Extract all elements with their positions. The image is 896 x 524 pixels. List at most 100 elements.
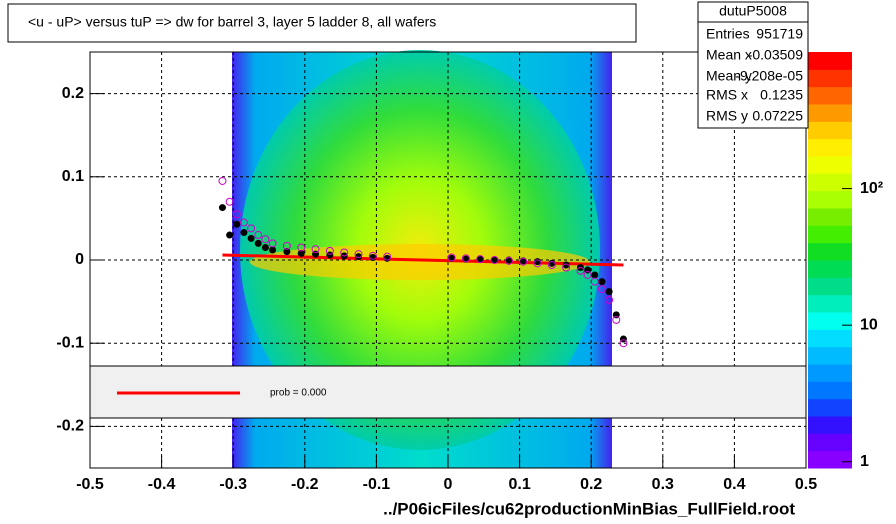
data-point [232, 210, 241, 219]
stats-name: dutuP5008 [719, 3, 787, 19]
color-bar-cell [808, 242, 852, 261]
color-bar-cell [808, 277, 852, 296]
data-point [619, 339, 628, 348]
color-bar-cell [808, 69, 852, 88]
data-point [283, 248, 291, 256]
data-point [326, 251, 334, 259]
data-point [605, 295, 614, 304]
data-point [504, 256, 513, 265]
data-point [297, 243, 306, 252]
color-bar-cell [808, 312, 852, 330]
color-bar-cell [808, 104, 852, 122]
data-point [239, 218, 248, 227]
data-point [247, 234, 255, 242]
data-point [240, 229, 248, 237]
stats-value: -0.03509 [748, 47, 803, 63]
data-point [218, 176, 227, 185]
color-bar-cell [808, 416, 852, 434]
stats-label: RMS x [706, 87, 748, 103]
stats-box [697, 1, 809, 129]
data-point [598, 278, 606, 286]
color-bar-cell [808, 433, 852, 452]
color-bar-cell [808, 52, 852, 70]
data-point [218, 204, 226, 212]
y-tick-label: 0 [75, 251, 84, 268]
data-point [619, 335, 627, 343]
color-bar-cell [808, 156, 852, 174]
data-point [254, 239, 262, 247]
stats-value: 951719 [756, 26, 803, 42]
color-bar-cell [808, 138, 852, 157]
data-point [476, 255, 484, 263]
z-tick-label: 10 [860, 316, 878, 333]
x-tick-label: -0.1 [363, 476, 391, 493]
y-tick-label: 0.2 [62, 85, 84, 102]
color-bar-cell [808, 86, 852, 105]
stats-label: Entries [706, 26, 750, 42]
data-point [354, 250, 363, 259]
data-point [612, 315, 621, 324]
footer: ../P06icFiles/cu62productionMinBias_Full… [383, 499, 795, 518]
color-bar-cell [808, 364, 852, 382]
data-point [383, 252, 392, 261]
legend-text: prob = 0.000 [270, 388, 327, 399]
data-point [269, 246, 277, 254]
x-tick-label: 0.4 [723, 476, 745, 493]
z-tick-label: 10² [860, 180, 883, 197]
y-tick-label: -0.1 [56, 334, 84, 351]
color-bar-cell [808, 294, 852, 313]
data-point [447, 253, 456, 262]
x-tick-label: 0 [444, 476, 453, 493]
data-point [311, 245, 320, 254]
x-tick-label: 0.2 [580, 476, 602, 493]
data-point [325, 246, 334, 255]
x-tick-label: 0.5 [795, 476, 817, 493]
stats-value: -9.208e-05 [735, 68, 803, 84]
x-tick-label: 0.1 [508, 476, 530, 493]
stats-label: Mean x [706, 47, 752, 63]
data-point [597, 285, 606, 294]
chart-title: <u - uP> versus tuP => dw for barrel 3, … [28, 14, 436, 30]
data-point [247, 224, 256, 233]
data-point [233, 220, 241, 228]
color-bar-cell [808, 121, 852, 140]
title-box [7, 3, 637, 43]
x-tick-label: 0.3 [652, 476, 674, 493]
color-bar-cell [808, 329, 852, 348]
color-bar-cell [808, 346, 852, 365]
x-tick-label: -0.4 [148, 476, 176, 493]
x-tick-label: -0.2 [291, 476, 319, 493]
data-point [368, 251, 377, 260]
z-tick-label: 1 [860, 453, 869, 470]
data-point [261, 244, 269, 252]
data-point [340, 248, 349, 257]
color-bar-cell [808, 450, 852, 469]
color-bar-cell [808, 260, 852, 278]
data-point [268, 239, 277, 248]
data-point [583, 270, 592, 279]
color-bar [808, 52, 852, 469]
color-bar-cell [808, 190, 852, 209]
plot-frame [89, 51, 807, 469]
x-tick-label: -0.3 [219, 476, 247, 493]
color-bar-cell [808, 208, 852, 226]
data-point [590, 277, 599, 286]
data-point [591, 271, 599, 279]
data-point [605, 288, 613, 296]
data-point [461, 254, 470, 263]
data-point [476, 255, 485, 264]
data-point [490, 256, 499, 264]
color-bar-cell [808, 173, 852, 192]
data-point [576, 266, 585, 275]
data-point [562, 263, 571, 272]
stats-value: 0.1235 [760, 87, 803, 103]
x-tick-label: -0.5 [76, 476, 104, 493]
color-bar-cell [808, 225, 852, 244]
stats-value: 0.07225 [752, 108, 803, 124]
data-point [533, 259, 542, 268]
fit-line [222, 253, 624, 267]
data-point [491, 256, 499, 264]
data-point [297, 249, 305, 257]
data-point [282, 241, 291, 250]
